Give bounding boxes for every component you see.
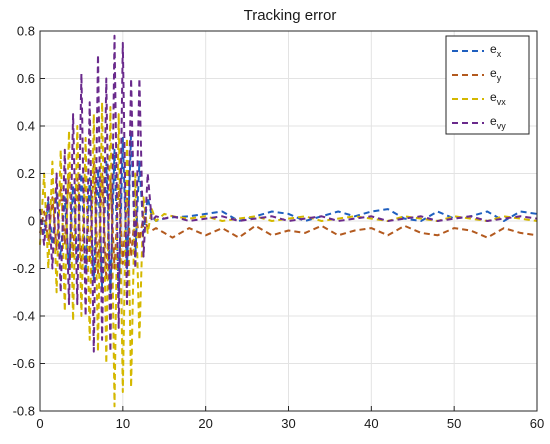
- legend-box: [445, 35, 530, 135]
- series-line-evx: [39, 101, 538, 408]
- legend-label: evy: [490, 114, 506, 131]
- legend-label-subscript: y: [497, 73, 502, 83]
- series-line-ex: [39, 129, 538, 298]
- y-tick-label: 0.4: [17, 119, 35, 134]
- x-tick-label: 10: [116, 416, 130, 431]
- chart-title: Tracking error: [244, 7, 337, 24]
- x-tick-label: 50: [447, 416, 461, 431]
- legend-label-base: e: [490, 66, 497, 80]
- legend-label-base: e: [490, 114, 497, 128]
- x-tick-label: 0: [36, 416, 43, 431]
- legend-label-base: e: [490, 90, 497, 104]
- series-layer: [39, 34, 538, 408]
- legend-label: ey: [490, 66, 502, 83]
- y-tick-label: 0: [28, 214, 35, 229]
- x-tick-label: 60: [530, 416, 544, 431]
- y-tick-label: 0.8: [17, 24, 35, 39]
- legend-label-subscript: vx: [497, 97, 507, 107]
- y-tick-label: -0.4: [13, 309, 35, 324]
- x-tick-label: 40: [364, 416, 378, 431]
- tick-labels: 0 10 20 30 40 50 60 0.8 0.6 0.4 0.2 0 -0.2 -0.4 -0.6 -0…: [13, 24, 545, 432]
- legend-label: ex: [490, 42, 502, 59]
- legend-label-base: e: [490, 42, 497, 56]
- x-tick-label: 30: [281, 416, 295, 431]
- y-tick-label: -0.6: [13, 356, 35, 371]
- x-tick-label: 20: [198, 416, 212, 431]
- y-tick-label: 0.6: [17, 71, 35, 86]
- y-tick-label: 0.2: [17, 166, 35, 181]
- series-line-evy: [39, 34, 538, 353]
- legend-label-subscript: vy: [497, 121, 507, 131]
- y-tick-label: -0.8: [13, 404, 35, 419]
- legend-label: evx: [490, 90, 506, 107]
- legend-label-subscript: x: [497, 49, 502, 59]
- y-tick-label: -0.2: [13, 261, 35, 276]
